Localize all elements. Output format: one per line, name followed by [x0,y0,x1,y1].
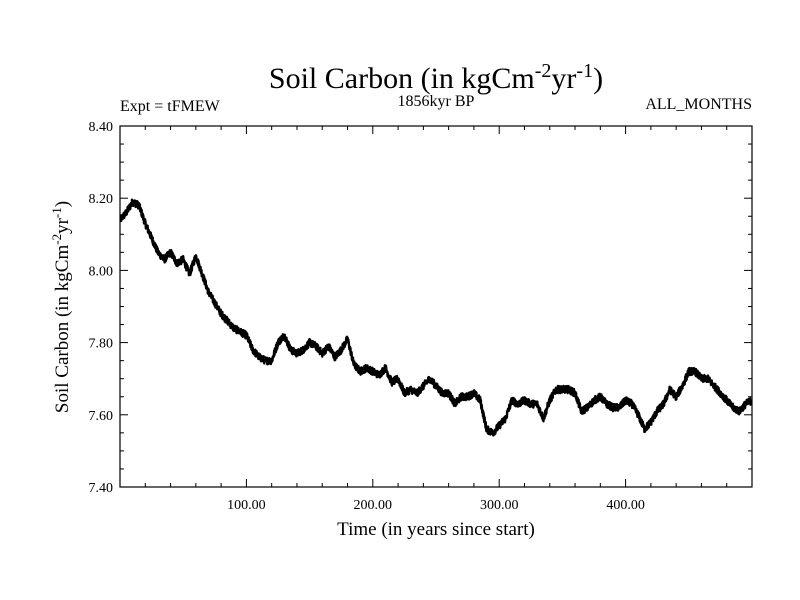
axis-ticks: 7.40 7.60 7.80 8.00 8.20 8.40 100.00 200.00 300.… [89,120,752,513]
y-axis-label: Soil Carbon (in kgCm-2yr-1) [49,201,73,413]
x-tick-label: 100.00 [227,498,266,513]
subtitle-right: ALL_MONTHS [645,96,752,113]
subtitle-left: Expt = tFMEW [120,98,221,115]
series-group [120,198,752,437]
y-tick-label: 8.00 [89,264,114,279]
y-tick-label: 8.20 [89,192,114,207]
x-tick-label: 300.00 [480,498,519,513]
series-line [120,198,752,437]
y-tick-label: 7.60 [89,409,114,424]
subtitle-center: 1856kyr BP [398,93,475,110]
y-tick-label: 7.40 [89,481,114,496]
chart-title: Soil Carbon (in kgCm-2yr-1) [269,60,603,95]
y-tick-label: 8.40 [89,120,114,135]
y-tick-label: 7.80 [89,337,114,352]
x-axis-label: Time (in years since start) [337,519,535,540]
x-tick-label: 400.00 [606,498,645,513]
x-tick-label: 200.00 [354,498,393,513]
